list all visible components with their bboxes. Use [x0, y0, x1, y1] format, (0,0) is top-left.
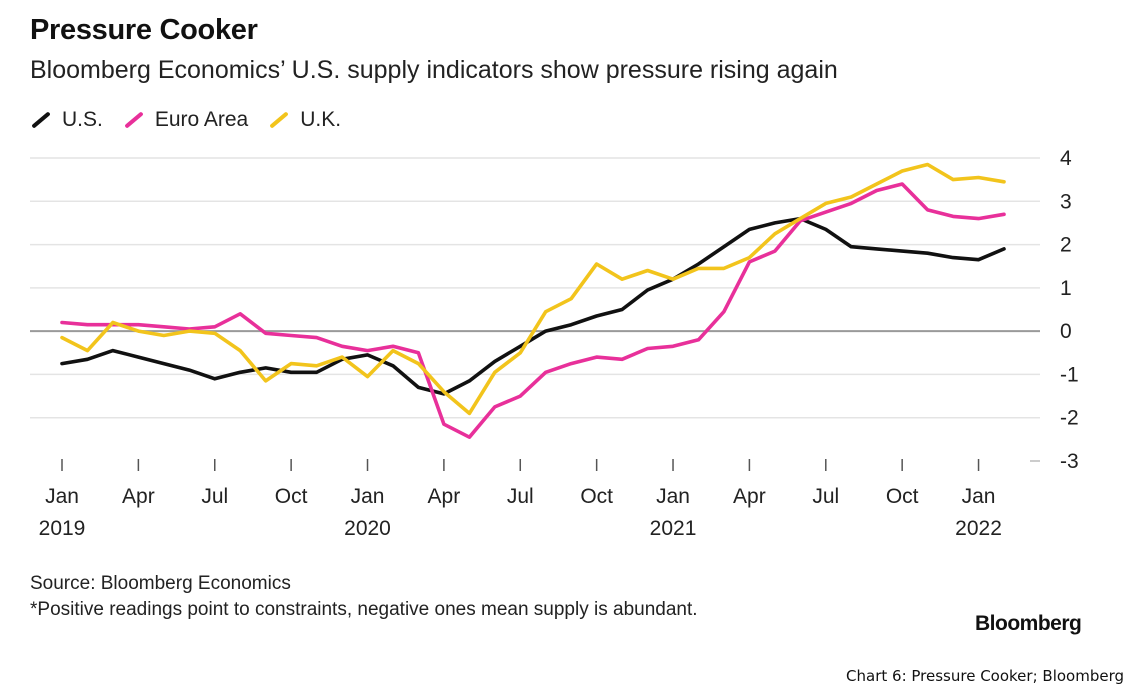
- x-tick-label: Apr: [428, 485, 461, 508]
- series-line-euro-area: [60, 182, 1006, 440]
- x-year-label: 2022: [955, 517, 1002, 540]
- line-chart: 4 3 2 1 0 -1 -2 -3 Jan 2019 Apr Jul Oct Jan 2020 Apr Jul…: [30, 147, 1079, 540]
- x-tick-label: Jul: [201, 485, 228, 508]
- legend-label-euro-area: Euro Area: [154, 108, 249, 131]
- x-tick-label: Oct: [886, 485, 919, 508]
- x-tick-label: Oct: [580, 485, 613, 508]
- legend-label-us: U.S.: [62, 108, 103, 131]
- y-tick-label: -2: [1060, 407, 1079, 430]
- series-line-uk: [60, 162, 1006, 416]
- x-tick-label: Jan: [962, 485, 996, 508]
- x-tick-label: Oct: [275, 485, 308, 508]
- y-tick-label: 0: [1060, 320, 1072, 343]
- figure-caption: Chart 6: Pressure Cooker; Bloomberg: [846, 667, 1124, 685]
- legend-swatch-euro-area: [124, 111, 144, 129]
- x-tick-label: Jul: [812, 485, 839, 508]
- x-tick-label: Jan: [656, 485, 690, 508]
- x-tick-label: Jan: [45, 485, 79, 508]
- x-tick-label: Jan: [351, 485, 385, 508]
- y-tick-label: 1: [1060, 277, 1072, 300]
- legend-swatch-us: [31, 111, 51, 129]
- bloomberg-logo: Bloomberg: [975, 612, 1082, 635]
- x-year-label: 2020: [344, 517, 391, 540]
- legend: U.S. Euro Area U.K.: [30, 108, 361, 132]
- y-tick-label: 3: [1060, 190, 1072, 213]
- x-year-label: 2021: [650, 517, 697, 540]
- legend-swatch-uk: [269, 111, 289, 129]
- y-tick-label: 2: [1060, 234, 1072, 257]
- legend-item-uk: U.K.: [268, 108, 341, 132]
- legend-item-euro-area: Euro Area: [123, 108, 248, 132]
- x-tick-label: Jul: [507, 485, 534, 508]
- legend-label-uk: U.K.: [300, 108, 342, 131]
- chart-subtitle: Bloomberg Economics’ U.S. supply indicat…: [30, 56, 838, 84]
- x-tick-label: Apr: [122, 485, 155, 508]
- legend-item-us: U.S.: [30, 108, 103, 132]
- chart-title: Pressure Cooker: [30, 14, 258, 46]
- y-tick-label: -3: [1060, 450, 1079, 473]
- series-line-us: [60, 216, 1006, 396]
- y-tick-label: 4: [1060, 147, 1072, 170]
- x-tick-label: Apr: [733, 485, 766, 508]
- y-tick-label: -1: [1060, 363, 1079, 386]
- footnote: *Positive readings point to constraints,…: [30, 599, 698, 620]
- x-year-label: 2019: [39, 517, 86, 540]
- source-note: Source: Bloomberg Economics: [30, 573, 291, 594]
